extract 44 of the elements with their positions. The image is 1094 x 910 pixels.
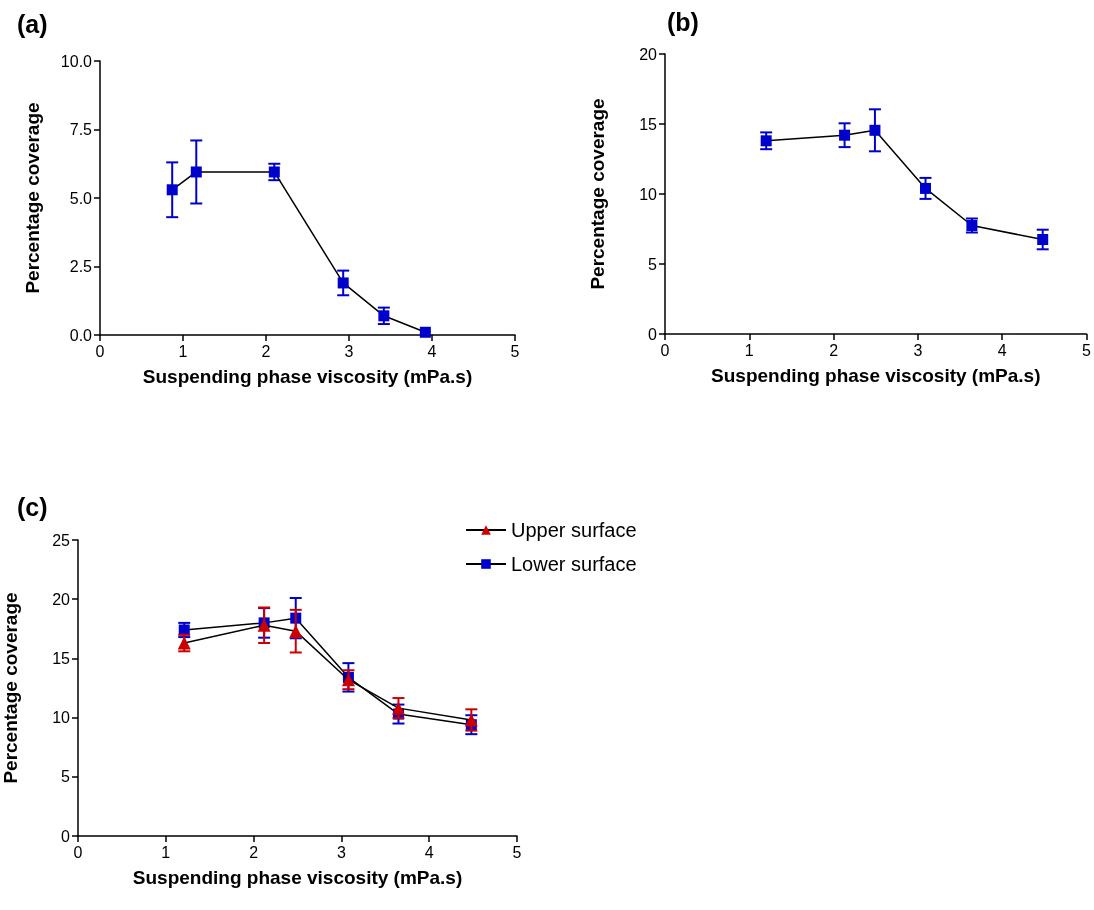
y-tick-label: 10 — [52, 709, 71, 727]
y-axis-title: Percentage coverage — [22, 102, 43, 294]
x-tick-label: 3 — [913, 341, 923, 359]
y-tick-label: 10.0 — [60, 52, 93, 70]
y-tick-label: 15 — [639, 115, 658, 133]
x-tick-label: 5 — [510, 342, 520, 360]
x-tick-label: 5 — [1082, 341, 1092, 359]
y-tick-label: 20 — [639, 45, 658, 63]
x-tick-label: 1 — [744, 341, 754, 359]
x-axis-title: Suspending phase viscosity (mPa.s) — [711, 365, 1041, 386]
x-tick-label: 3 — [336, 843, 346, 861]
x-tick-label: 2 — [261, 342, 271, 360]
x-tick-label: 5 — [512, 843, 522, 861]
y-tick-label: 0.0 — [69, 326, 93, 344]
y-tick-label: 15 — [52, 649, 71, 667]
x-tick-label: 4 — [427, 342, 437, 360]
legend-label: Lower surface — [511, 553, 637, 575]
y-tick-label: 0 — [648, 325, 658, 343]
chart-title: (b) — [667, 7, 699, 36]
x-tick-label: 2 — [249, 843, 259, 861]
y-tick-label: 7.5 — [69, 121, 93, 138]
y-tick-label: 10 — [639, 185, 658, 203]
chart-title: (c) — [17, 492, 48, 521]
x-axis-title: Suspending phase viscosity (mPa.s) — [142, 366, 473, 387]
x-tick-label: 4 — [424, 843, 434, 861]
y-tick-label: 5 — [61, 768, 71, 786]
legend-label: Upper surface — [511, 519, 637, 541]
x-tick-label: 1 — [178, 342, 188, 360]
x-tick-label: 1 — [161, 843, 171, 861]
y-tick-label: 2.5 — [69, 258, 93, 275]
x-tick-label: 4 — [997, 341, 1007, 359]
x-tick-label: 2 — [829, 341, 839, 359]
x-tick-label: 0 — [660, 341, 670, 359]
y-tick-label: 20 — [52, 590, 71, 608]
y-axis-title: Percentage coverage — [587, 98, 608, 290]
y-tick-label: 5.0 — [69, 189, 93, 207]
y-axis-title: Percentage coverage — [0, 592, 21, 784]
chart-title: (a) — [17, 9, 48, 38]
x-axis-title: Suspending phase viscosity (mPa.s) — [132, 867, 463, 888]
y-tick-label: 25 — [52, 531, 71, 549]
y-tick-label: 0 — [61, 827, 71, 845]
x-tick-label: 0 — [95, 342, 105, 360]
x-tick-label: 3 — [344, 342, 354, 360]
y-tick-label: 5 — [648, 255, 658, 273]
